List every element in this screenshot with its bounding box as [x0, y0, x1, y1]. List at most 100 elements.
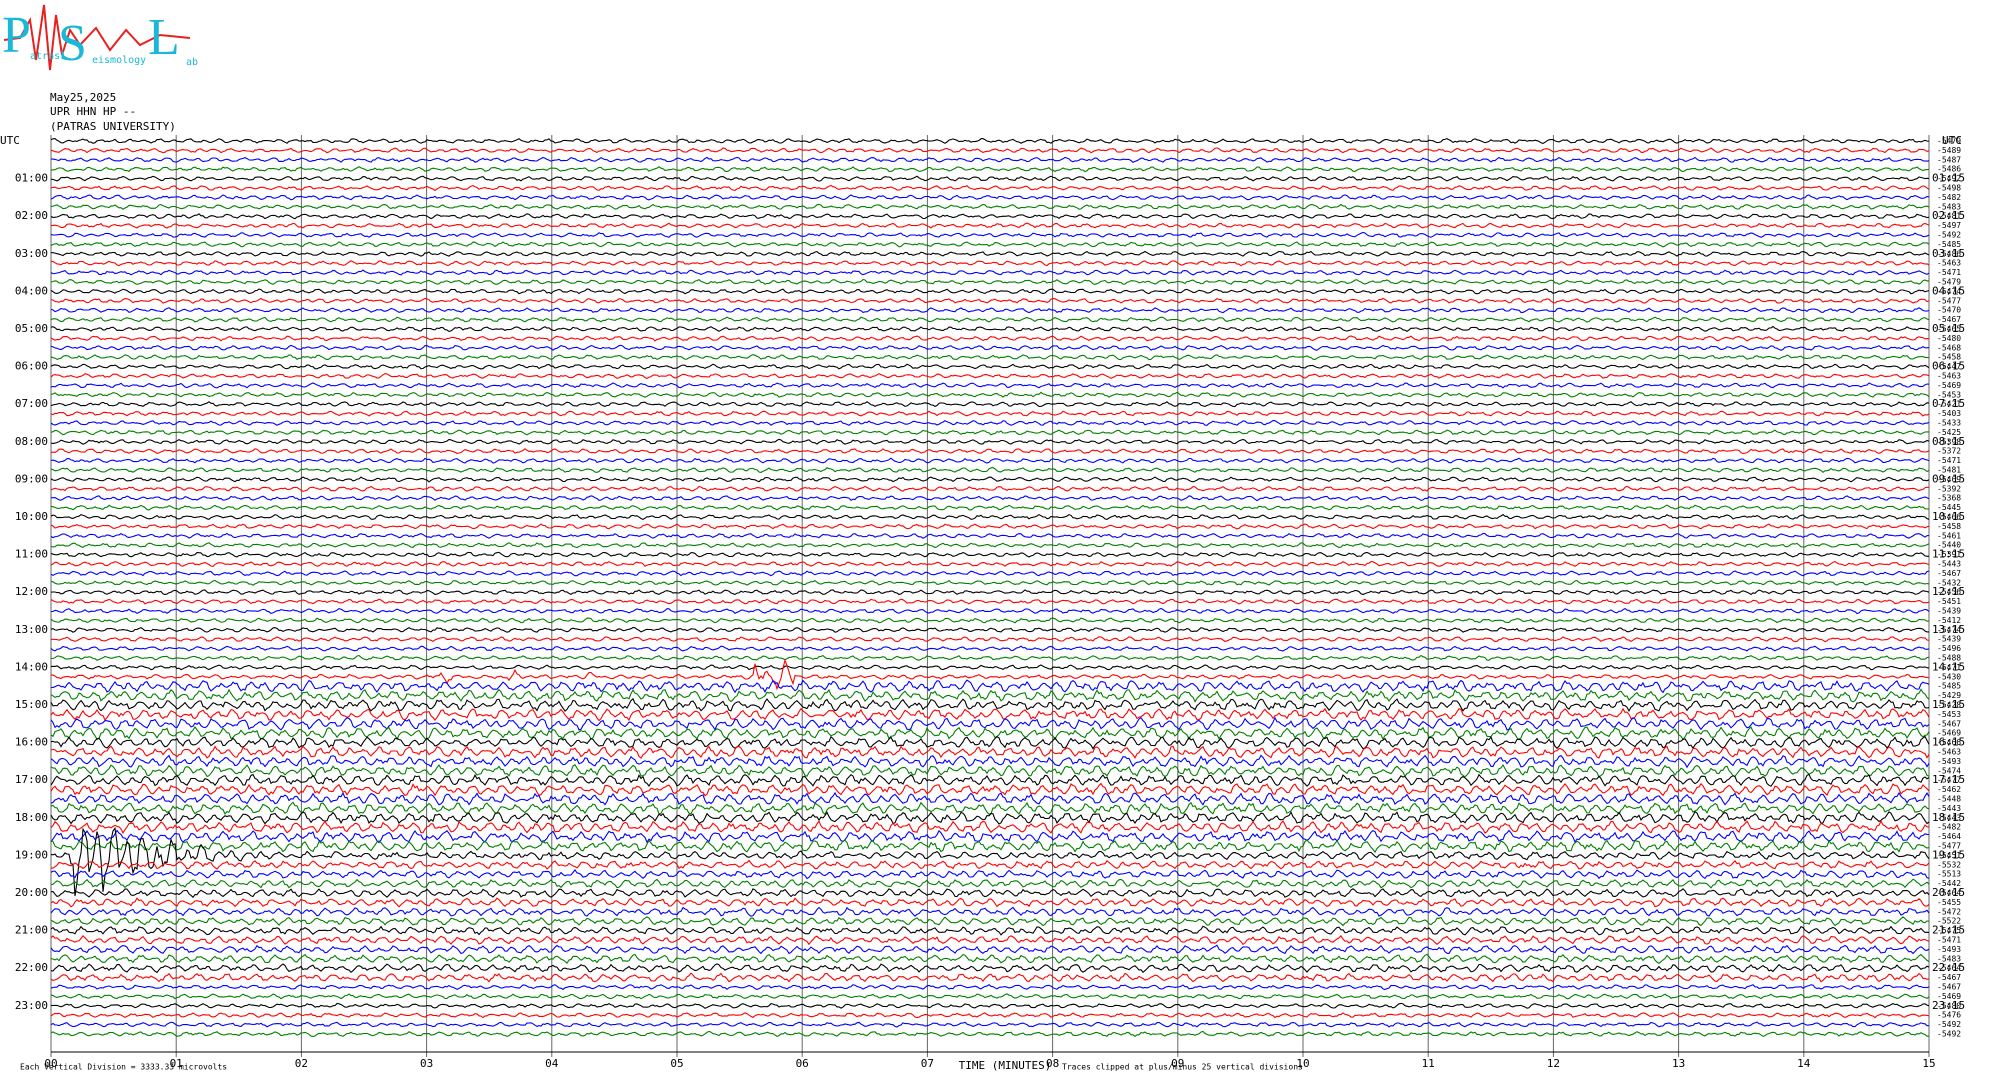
trace-offset: -5458 [1937, 522, 1961, 531]
trace [50, 878, 1930, 889]
trace [50, 241, 1930, 248]
row-time-label: 10:00 [15, 510, 48, 523]
row-time-label: 18:00 [15, 811, 48, 824]
x-tick-label: 07 [921, 1057, 934, 1070]
logo-letter: S [58, 15, 87, 72]
trace [51, 222, 1930, 229]
trace-offset: -5532 [1937, 860, 1961, 869]
trace-offset: -5372 [1937, 447, 1961, 456]
trace-offset: -5513 [1937, 870, 1961, 879]
trace [50, 513, 1930, 521]
trace [50, 888, 1930, 899]
trace-offset: -5493 [1937, 757, 1961, 766]
trace-offset: -5465 [1937, 325, 1961, 334]
trace-offset: -5429 [1937, 691, 1961, 700]
trace [50, 829, 1930, 844]
trace-offset: -5368 [1937, 494, 1961, 503]
trace-offset: -5471 [1937, 456, 1961, 465]
trace [50, 589, 1930, 596]
trace-offset: -5496 [1937, 644, 1961, 653]
trace-offset: -5467 [1937, 983, 1961, 992]
trace [50, 963, 1930, 974]
trace [50, 429, 1929, 436]
trace-offset: -5486 [1937, 165, 1961, 174]
trace [50, 279, 1930, 286]
trace [50, 372, 1930, 380]
trace [50, 419, 1930, 426]
row-time-label: 18:15 [1932, 811, 1965, 824]
trace-offset: -5471 [1937, 268, 1961, 277]
trace [50, 560, 1930, 567]
trace-offset: -5492 [1937, 231, 1961, 240]
trace [50, 457, 1930, 464]
header-station: UPR HHN HP -- [50, 105, 136, 118]
trace-offset: -5481 [1937, 466, 1961, 475]
row-time-label: 21:15 [1932, 924, 1965, 937]
row-time-label: 11:00 [15, 548, 48, 561]
row-time-label: 15:15 [1932, 698, 1965, 711]
trace [50, 906, 1930, 917]
row-time-label: 02:00 [15, 209, 48, 222]
trace [50, 213, 1930, 220]
header-org: (PATRAS UNIVERSITY) [50, 120, 176, 133]
trace [50, 401, 1930, 408]
trace-offset: -5442 [1937, 879, 1961, 888]
row-time-label: 14:15 [1932, 660, 1965, 673]
row-time-label: 03:00 [15, 247, 48, 260]
trace [50, 626, 1929, 633]
trace-offset: -5469 [1937, 475, 1961, 484]
trace [51, 859, 1930, 870]
trace [50, 410, 1930, 417]
trace-offset: -5467 [1937, 315, 1961, 324]
row-time-label: 17:15 [1932, 773, 1965, 786]
trace [50, 137, 1930, 144]
trace-offset: -5463 [1937, 748, 1961, 757]
row-time-label: 02:15 [1932, 209, 1965, 222]
trace-offset: -5448 [1937, 795, 1961, 804]
trace-offset: -5428 [1937, 701, 1961, 710]
row-time-label: 16:00 [15, 736, 48, 749]
trace-offset: -5398 [1937, 437, 1961, 446]
trace-offset: -5471 [1937, 663, 1961, 672]
x-tick-label: 10 [1296, 1057, 1309, 1070]
row-time-label: 23:00 [15, 999, 48, 1012]
trace-offset: -5469 [1937, 992, 1961, 1001]
trace-offset: -5458 [1937, 353, 1961, 362]
row-time-label: 09:15 [1932, 472, 1965, 485]
trace-offset: -5488 [1937, 654, 1961, 663]
trace [50, 166, 1930, 173]
row-time-label: 01:00 [15, 172, 48, 185]
trace-offset: -5439 [1937, 607, 1961, 616]
x-tick-label: 06 [796, 1057, 809, 1070]
trace [50, 504, 1930, 511]
row-time-label: 16:15 [1932, 736, 1965, 749]
row-time-label: 07:15 [1932, 397, 1965, 410]
trace-offset: -5489 [1937, 146, 1961, 155]
trace [50, 523, 1930, 530]
logo: P S L atras eismology ab [2, 4, 198, 72]
row-time-label: 06:00 [15, 360, 48, 373]
trace [50, 658, 1930, 691]
trace-offset: -5440 [1937, 541, 1961, 550]
grid [50, 135, 1930, 1057]
trace [50, 811, 1930, 825]
logo-text: ab [186, 57, 198, 68]
trace-offset: -5443 [1937, 560, 1961, 569]
trace [50, 438, 1930, 445]
trace [50, 570, 1930, 577]
row-time-label: 08:00 [15, 435, 48, 448]
row-time-label: 21:00 [15, 924, 48, 937]
trace-offset: -5471 [1937, 936, 1961, 945]
x-tick-label: 01 [170, 1057, 183, 1070]
x-tick-label: 14 [1797, 1057, 1811, 1070]
trace [50, 972, 1930, 983]
trace-offset: -5481 [1937, 212, 1961, 221]
trace [50, 664, 1930, 671]
trace-offset: -5464 [1937, 889, 1961, 898]
trace [50, 934, 1930, 946]
trace [50, 868, 1930, 880]
trace-offset: -5493 [1937, 945, 1961, 954]
trace [50, 382, 1930, 389]
trace [50, 763, 1930, 778]
trace-offset: -5482 [1937, 823, 1961, 832]
